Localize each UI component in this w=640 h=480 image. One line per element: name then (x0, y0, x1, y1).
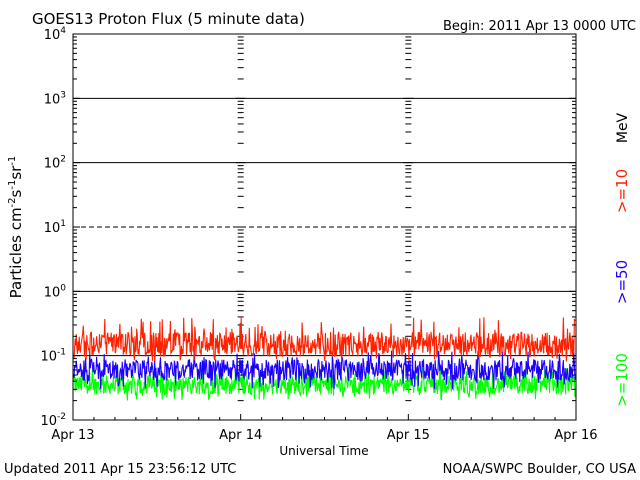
y-tick-label-5: 10-1 (40, 348, 66, 365)
y-tick-label-2: 102 (44, 155, 66, 172)
ylabel-part-3: sr (7, 165, 25, 180)
series-layer (73, 317, 576, 401)
x-axis: Apr 13 Apr 14 Apr 15 Apr 16 (51, 414, 598, 443)
y-tick-label-1: 103 (44, 90, 66, 107)
ylabel-part-2: s (7, 189, 25, 197)
x-tick-label-0: Apr 13 (51, 428, 94, 443)
y-tick-label-6: 10-2 (40, 412, 66, 429)
legend-unit: MeV (615, 112, 631, 143)
x-tick-label-2: Apr 15 (387, 428, 430, 443)
y-tick-label-4: 100 (44, 283, 67, 300)
legend-series-0: >=10 (613, 169, 631, 213)
x-axis-title: Universal Time (279, 444, 368, 458)
day-dividers (235, 36, 414, 421)
chart-title: GOES13 Proton Flux (5 minute data) (32, 10, 305, 28)
series-line-0 (73, 317, 576, 362)
legend-series-1: >=50 (613, 260, 631, 304)
threshold-lines (73, 97, 576, 357)
x-tick-label-1: Apr 14 (219, 428, 262, 443)
credit-line: NOAA/SWPC Boulder, CO USA (443, 462, 636, 477)
y-tick-label-0: 104 (44, 26, 67, 43)
ylabel-part-1: Particles cm (7, 207, 25, 298)
updated-time: Updated 2011 Apr 15 23:56:12 UTC (4, 462, 236, 477)
legend: MeV >=10 >=50 >=100 (613, 112, 631, 406)
ylabel-exp-2: -1 (7, 180, 18, 190)
begin-time: Begin: 2011 Apr 13 0000 UTC (443, 19, 636, 34)
ylabel-exp-1: -2 (7, 197, 18, 207)
y-axis-title: Particles cm-2s-1sr-1 (7, 156, 25, 299)
y-axis: 104 103 102 101 100 10-1 10-2 (40, 26, 576, 429)
legend-series-2: >=100 (613, 353, 631, 407)
series-line-1 (73, 350, 576, 390)
x-tick-label-3: Apr 16 (554, 428, 597, 443)
ylabel-exp-3: -1 (7, 156, 18, 166)
y-tick-label-3: 101 (44, 219, 66, 236)
